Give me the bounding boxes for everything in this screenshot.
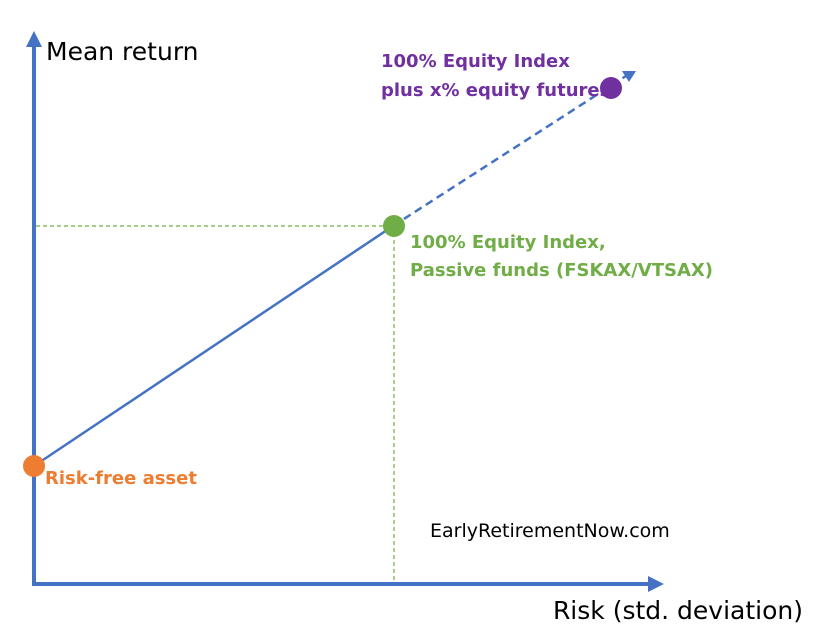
allocation-line-solid [33,224,394,468]
x-axis-arrow-head [648,576,664,592]
risk-free-point [23,455,45,477]
leveraged-equity-label-line1: 100% Equity Index [381,51,570,72]
x-axis-label: Risk (std. deviation) [553,596,803,625]
watermark-text: EarlyRetirementNow.com [430,520,670,542]
equity-index-point [383,215,405,237]
equity-index-label-line2: Passive funds (FSKAX/VTSAX) [410,260,713,281]
y-axis-label: Mean return [46,37,199,66]
allocation-line-leveraged [392,74,627,228]
leveraged-equity-label-line2: plus x% equity futures [381,80,610,101]
leveraged-equity-point [600,77,622,99]
risk-free-label: Risk-free asset [45,468,197,489]
y-axis-arrow-head [26,31,42,47]
leveraged-arrow-head [622,71,636,82]
equity-index-label-line1: 100% Equity Index, [410,232,606,253]
